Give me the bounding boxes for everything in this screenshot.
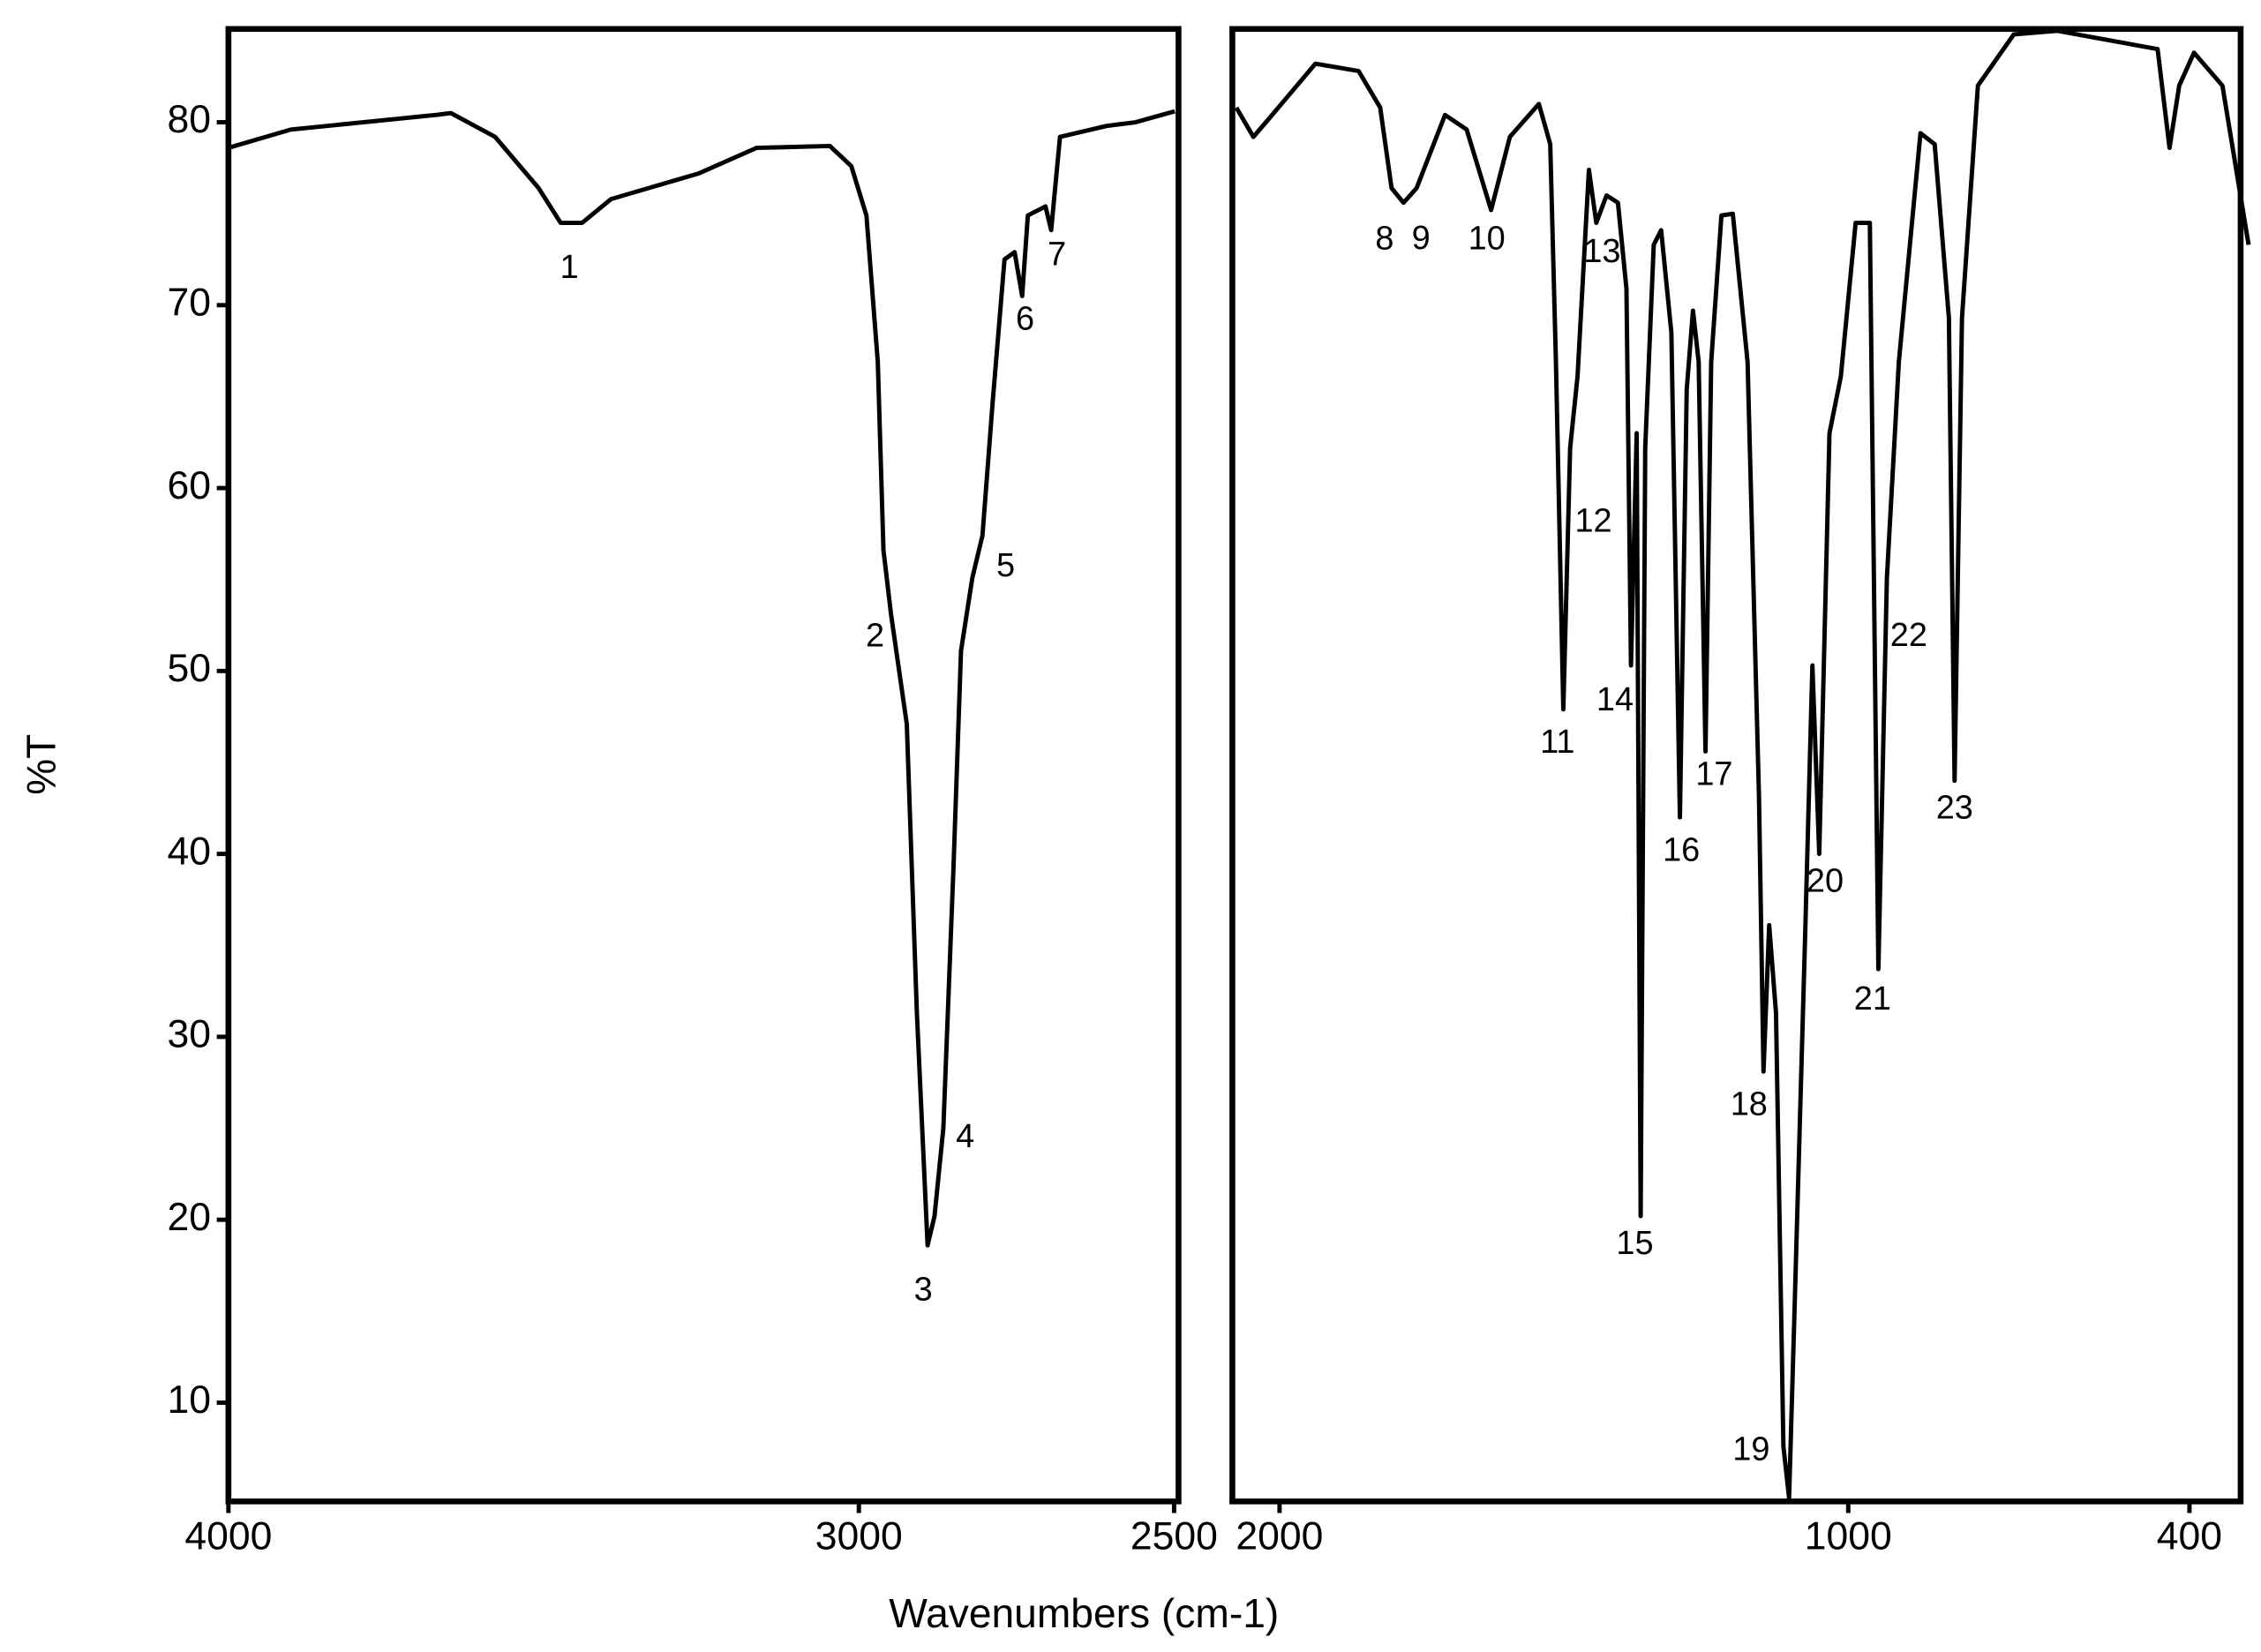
x-tick-label: 3000 (815, 1515, 903, 1558)
peak-label: 19 (1732, 1431, 1769, 1468)
peak-label: 1 (560, 249, 579, 286)
peak-label: 9 (1412, 220, 1431, 257)
x-tick-label: 1000 (1805, 1515, 1892, 1558)
peak-label: 8 (1375, 220, 1393, 257)
peak-label: 22 (1890, 617, 1927, 654)
x-tick-label: 2500 (1130, 1515, 1218, 1558)
peak-label: 12 (1574, 503, 1611, 540)
x-tick-label: 400 (2157, 1515, 2222, 1558)
peak-label: 7 (1048, 236, 1066, 273)
plot-frame (225, 26, 1182, 1505)
y-tick-label: 40 (168, 830, 212, 873)
peak-label: 18 (1731, 1086, 1768, 1123)
peak-label: 11 (1540, 724, 1574, 761)
peak-label: 4 (956, 1118, 974, 1155)
peak-label: 13 (1583, 233, 1620, 270)
peak-label: 10 (1469, 221, 1506, 258)
peak-label: 16 (1663, 832, 1700, 869)
y-tick-label: 30 (168, 1013, 212, 1056)
peak-label: 14 (1596, 681, 1634, 718)
peak-label: 20 (1807, 862, 1844, 899)
peak-label: 5 (996, 547, 1015, 584)
y-tick-label: 20 (168, 1196, 212, 1239)
peak-label: 6 (1016, 300, 1034, 337)
y-tick-label: 70 (168, 282, 212, 325)
y-tick-label: 50 (168, 647, 212, 690)
peak-label: 2 (866, 617, 884, 654)
peak-label: 3 (914, 1272, 933, 1309)
x-axis-title: Wavenumbers (cm-1) (889, 1590, 1279, 1636)
y-tick-label: 80 (168, 98, 212, 141)
peak-label: 23 (1936, 790, 1973, 827)
y-tick-label: 10 (168, 1378, 212, 1422)
x-tick-label: 2000 (1236, 1515, 1323, 1558)
spectrum-line (1234, 28, 2251, 1500)
plot-frame (1229, 26, 2244, 1505)
spectrum-line (228, 109, 1176, 1248)
y-tick-label: 60 (168, 464, 212, 507)
peak-label: 21 (1854, 980, 1891, 1017)
peak-label: 15 (1616, 1225, 1653, 1262)
y-axis-title: %T (19, 734, 64, 795)
peak-label: 17 (1695, 755, 1732, 792)
x-tick-label: 4000 (184, 1515, 272, 1558)
